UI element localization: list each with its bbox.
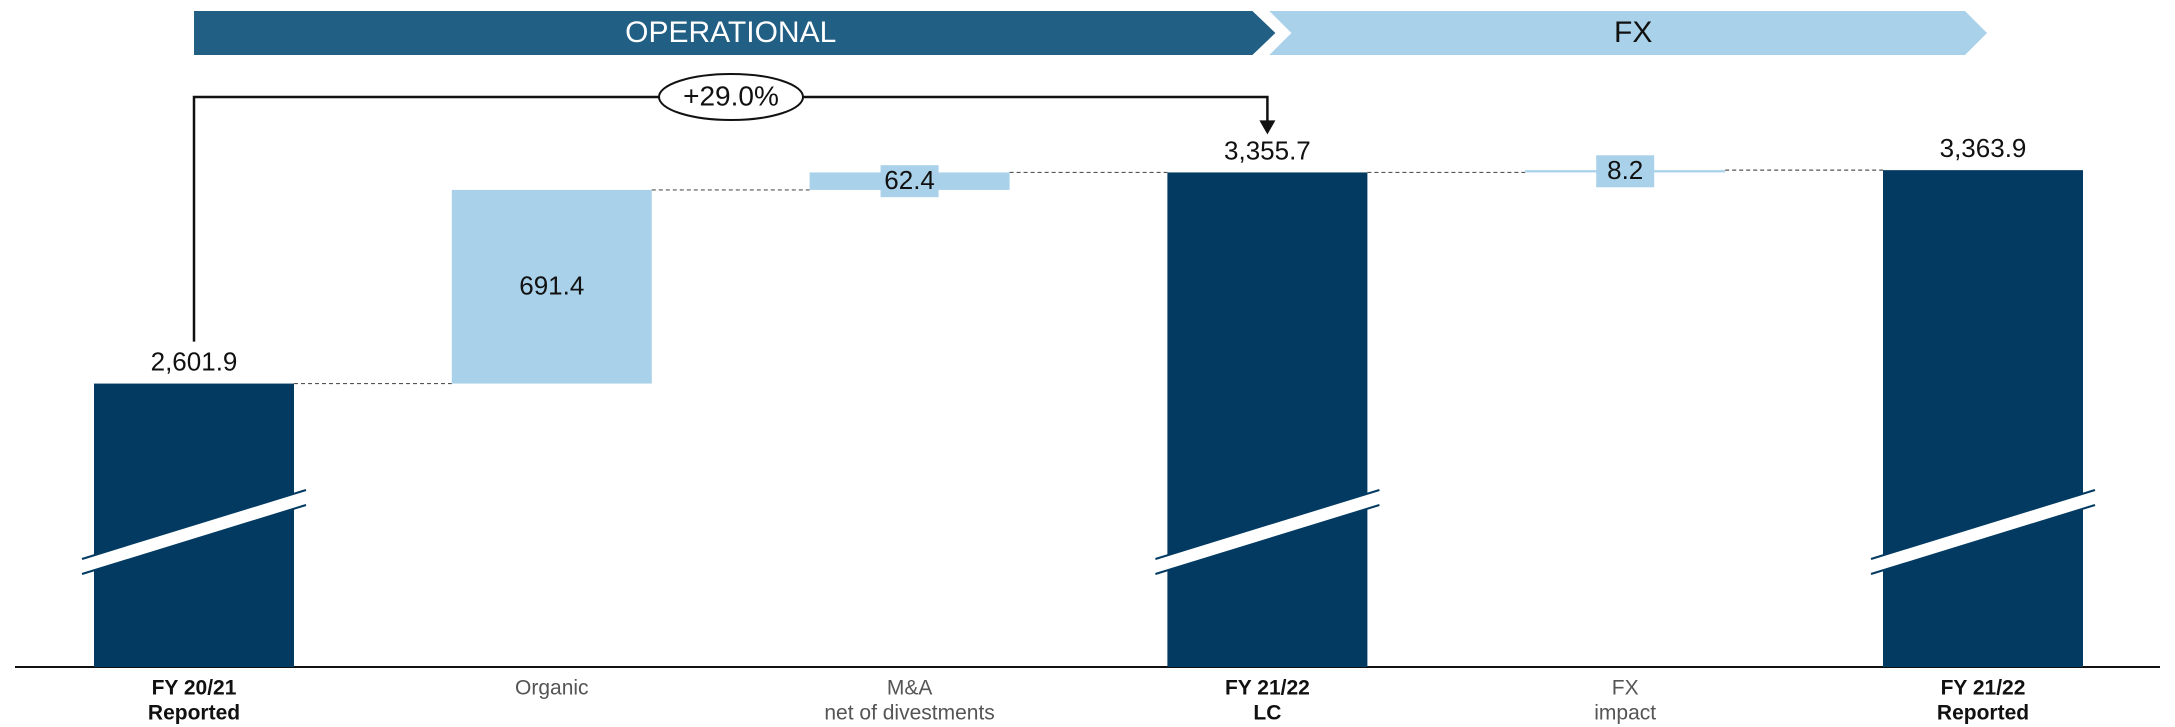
value-label: 62.4 [884,165,935,195]
axis-break-edge [1155,504,1380,575]
x-tick-label: FY 20/21 [152,677,237,700]
x-tick-label: net of divestments [824,702,994,725]
axis-break-edge [81,504,307,575]
value-label-bg [880,165,939,198]
phase-banner [1269,11,1987,55]
value-label: 2,601.9 [151,346,238,376]
x-tick-label: impact [1594,702,1656,725]
value-label: 691.4 [519,271,584,301]
phase-label: OPERATIONAL [625,16,836,49]
x-tick-label: Organic [515,677,589,700]
x-tick-label: FX [1612,677,1639,700]
annotation-bubble [658,73,804,121]
value-label: 8.2 [1607,155,1643,185]
annotation: +29.0% [683,80,779,111]
phase-banner [194,11,1276,55]
x-tick-label: M&A [887,677,933,700]
value-label-bg [1596,155,1655,188]
bar [1883,170,2083,667]
bar [1167,172,1368,667]
axis-break [1871,490,2095,574]
axis-break-edge [1870,489,2096,560]
bar [451,189,652,384]
axis-break-edge [1870,504,2096,575]
growth-arrow [1259,120,1276,135]
axis-break-edge [1155,489,1380,560]
x-tick-label: FY 21/22 [1941,677,2026,700]
value-label: 3,355.7 [1224,135,1311,165]
growth-bracket [192,95,1269,342]
axis-break [1155,490,1380,574]
x-tick-label: FY 21/22 [1225,677,1310,700]
value-label: 3,363.9 [1940,133,2027,163]
axis-break-edge [81,489,307,560]
axis-break [82,490,306,574]
x-tick-label: Reported [1937,702,2029,725]
phase-label: FX [1614,16,1652,49]
x-tick-label: LC [1253,702,1281,725]
x-tick-label: Reported [148,702,240,725]
